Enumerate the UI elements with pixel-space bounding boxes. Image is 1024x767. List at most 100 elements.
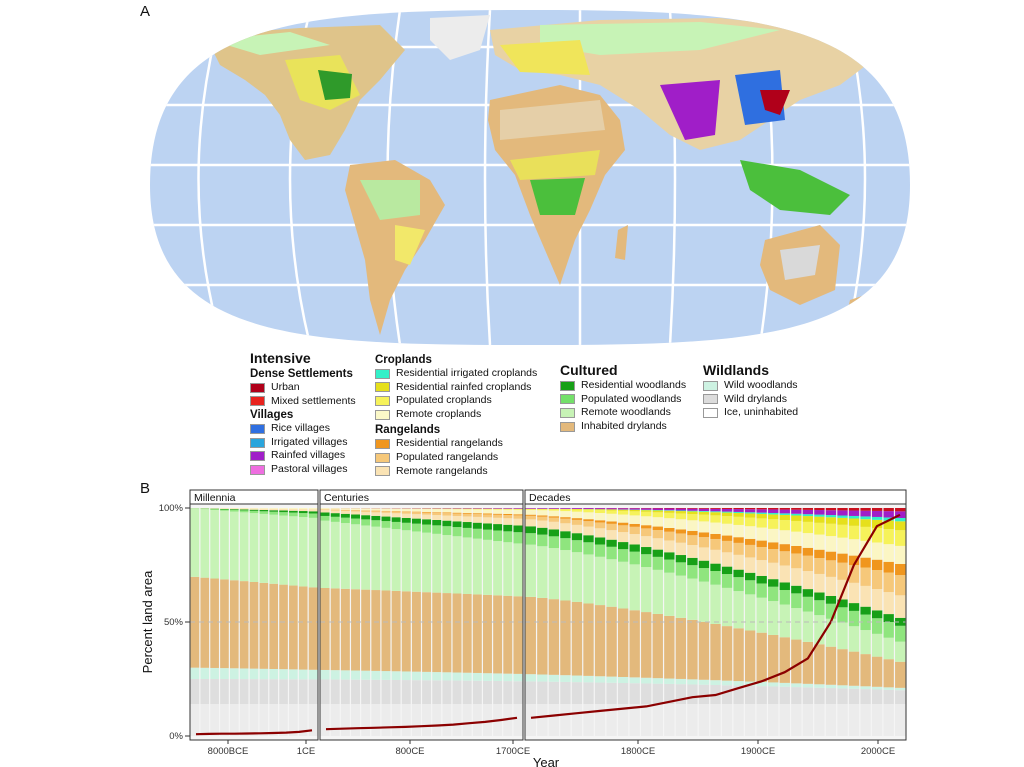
bar-segment <box>229 679 239 705</box>
bar-segment <box>687 557 698 566</box>
bar-segment <box>472 672 482 681</box>
bar-segment <box>675 542 687 556</box>
bar-segment <box>895 575 906 596</box>
bar-segment <box>710 623 721 681</box>
bar-segment <box>442 513 452 516</box>
bar-segment <box>411 531 421 592</box>
bar-segment <box>452 512 462 514</box>
bar-segment <box>483 539 492 595</box>
bar-segment <box>802 641 814 684</box>
bar-segment <box>629 551 640 565</box>
legend-title-villages: Villages <box>250 409 294 422</box>
bar-segment <box>860 689 871 705</box>
legend-item: Mixed settlements <box>250 395 356 409</box>
bar-segment <box>802 704 814 736</box>
legend-label: Residential rainfed croplands <box>396 380 532 393</box>
bar-segment <box>220 509 229 511</box>
bar-segment <box>848 565 860 583</box>
bar-segment <box>351 589 360 671</box>
bar-segment <box>320 508 330 510</box>
bar-segment <box>472 508 482 509</box>
bar-segment <box>513 515 523 519</box>
bar-segment <box>825 508 837 511</box>
bar-segment <box>756 509 767 513</box>
bar-segment <box>675 510 687 512</box>
bar-segment <box>422 671 432 681</box>
bar-segment <box>779 604 790 638</box>
bar-segment <box>483 513 492 515</box>
bar-segment <box>525 514 536 516</box>
bar-segment <box>462 509 472 513</box>
bar-segment <box>895 625 906 642</box>
bar-segment <box>513 518 523 526</box>
legend-title-intensive: Intensive <box>250 350 311 366</box>
bar-segment <box>871 542 883 560</box>
bar-segment <box>239 581 249 669</box>
bar-segment <box>308 669 318 680</box>
bar-segment <box>210 509 219 510</box>
bar-segment <box>710 508 721 512</box>
bar-segment <box>442 526 452 536</box>
bar-segment <box>768 686 779 705</box>
bar-segment <box>411 523 421 532</box>
bar-segment <box>802 509 814 515</box>
bar-segment <box>472 508 482 510</box>
bar-segment <box>698 679 710 685</box>
bar-segment <box>606 559 617 607</box>
bar-segment <box>825 551 837 561</box>
legend-label: Residential rangelands <box>396 437 503 450</box>
bar-segment <box>837 622 848 650</box>
bar-segment <box>779 509 790 514</box>
bar-segment <box>779 637 790 683</box>
bar-segment <box>298 508 308 510</box>
bar-segment <box>259 582 269 669</box>
bar-segment <box>298 679 308 705</box>
bar-segment <box>548 508 560 509</box>
bar-segment <box>361 508 371 511</box>
bar-segment <box>583 519 594 522</box>
bar-segment <box>733 511 744 513</box>
bar-segment <box>493 509 503 514</box>
bar-segment <box>432 512 442 516</box>
bar-segment <box>825 515 837 518</box>
bar-segment <box>779 513 790 515</box>
bar-segment <box>860 510 871 517</box>
legend-swatch <box>375 395 390 406</box>
bar-segment <box>860 630 871 655</box>
x-tick-label: 1900CE <box>741 746 775 757</box>
bar-segment <box>710 515 721 523</box>
bar-segment <box>239 510 249 513</box>
bar-segment <box>583 704 594 736</box>
y-tick-label: 0% <box>169 731 183 742</box>
bar-segment <box>401 704 411 736</box>
bar-segment <box>710 584 721 624</box>
bar-segment <box>837 510 848 516</box>
bar-segment <box>791 513 802 516</box>
bar-segment <box>361 679 371 705</box>
bar-segment <box>483 529 492 540</box>
bar-segment <box>698 514 710 522</box>
bar-segment <box>860 567 871 586</box>
bar-segment <box>200 508 210 510</box>
bar-segment <box>883 704 894 736</box>
bar-segment <box>259 508 269 509</box>
legend-item: Urban <box>250 381 356 395</box>
bar-segment <box>537 527 548 535</box>
bar-segment <box>210 679 219 705</box>
bar-segment <box>548 529 560 537</box>
bar-segment <box>779 544 790 552</box>
bar-segment <box>883 520 894 530</box>
legend-swatch <box>250 437 265 448</box>
bar-segment <box>571 508 583 509</box>
bar-segment <box>664 527 675 532</box>
bar-segment <box>330 516 340 522</box>
bar-segment <box>583 512 594 520</box>
bar-segment <box>617 676 629 683</box>
bar-segment <box>744 513 756 518</box>
bar-segment <box>814 573 825 593</box>
bar-segment <box>895 508 906 512</box>
bar-segment <box>422 512 432 515</box>
legend-swatch <box>250 423 265 434</box>
bar-segment <box>791 520 802 532</box>
